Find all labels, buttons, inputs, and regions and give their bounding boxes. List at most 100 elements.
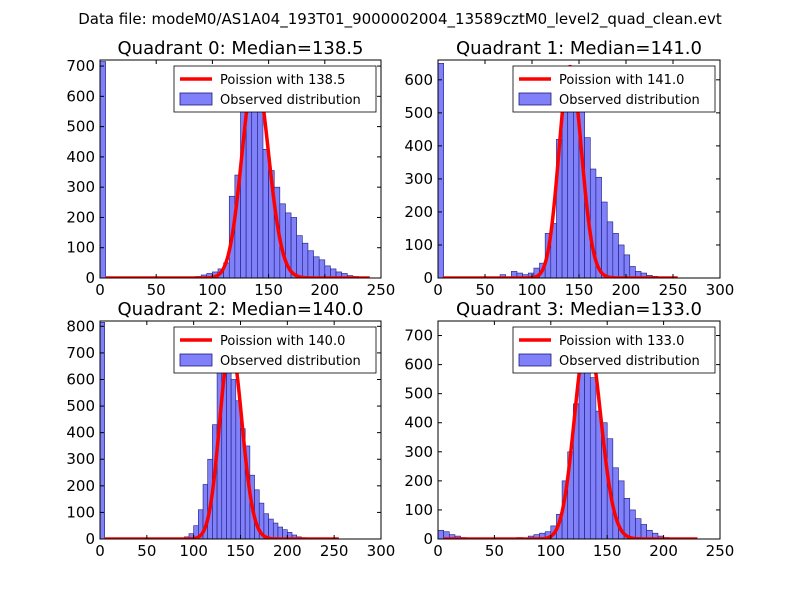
x-tick-label: 100	[518, 281, 547, 299]
histogram-bar	[251, 96, 258, 278]
x-tick-label: 250	[367, 281, 396, 299]
legend-line-label: Poission with 140.0	[220, 334, 345, 349]
histogram-bar	[296, 235, 303, 278]
histogram-bar	[100, 61, 106, 278]
histogram-bar	[313, 256, 320, 278]
x-tick-label: 150	[226, 542, 255, 560]
y-tick-label: 500	[404, 385, 433, 403]
y-tick-label: 400	[66, 148, 95, 166]
histogram-bar	[302, 242, 309, 278]
y-tick-label: 700	[66, 57, 95, 75]
x-tick-label: 250	[659, 281, 688, 299]
x-tick-label: 200	[273, 542, 302, 560]
chart-panel-2: 0 50 100 150 200 250 300 0 100 200 300 400 500 600 700…	[66, 299, 395, 560]
y-tick-label: 0	[423, 269, 433, 287]
histogram-bar	[629, 509, 636, 539]
legend-line-label: Poission with 141.0	[559, 73, 684, 88]
y-tick-label: 700	[404, 327, 433, 345]
x-tick-label: 0	[433, 542, 443, 560]
y-tick-label: 600	[66, 370, 95, 388]
y-tick-label: 100	[66, 503, 95, 521]
legend-line-label: Poission with 138.5	[220, 73, 345, 88]
panel-title: Quadrant 3: Median=133.0	[456, 299, 702, 320]
axes-frame	[437, 320, 721, 540]
plot-area	[438, 333, 699, 539]
poisson-curve	[103, 343, 340, 539]
plot-area	[438, 63, 679, 278]
poisson-curve	[443, 333, 699, 539]
y-tick-label: 200	[404, 472, 433, 490]
legend: Poission with 140.0 Observed distribution	[173, 326, 377, 374]
histogram-bar	[318, 259, 326, 278]
y-tick-label: 200	[66, 208, 95, 226]
chart-panel-0: 0 50 100 150 200 250 0 100 200 300 400 500 600 700 Qua…	[66, 38, 395, 299]
y-tick-label: 500	[66, 397, 95, 415]
panel-title: Quadrant 1: Median=141.0	[456, 38, 702, 59]
histogram-bar	[618, 244, 625, 278]
chart-panel-1: 0 50 100 150 200 250 300 0 100 200 300 400 500 600 Qua…	[404, 38, 734, 299]
y-tick-label: 100	[404, 236, 433, 254]
chart-panel-3: 0 50 100 150 200 250 0 100 200 300 400 500 600 700 Qua…	[404, 299, 734, 560]
legend-bar-swatch	[518, 353, 552, 367]
y-tick-label: 0	[85, 530, 95, 548]
x-tick-label: 200	[612, 281, 641, 299]
legend-bar-label: Observed distribution	[220, 93, 361, 108]
x-tick-label: 150	[565, 281, 594, 299]
y-tick-label: 600	[404, 71, 433, 89]
legend-bar-swatch	[179, 353, 213, 367]
y-tick-label: 600	[404, 356, 433, 374]
histogram-bar	[307, 250, 314, 278]
y-tick-label: 400	[404, 414, 433, 432]
x-tick-label: 250	[320, 542, 349, 560]
y-tick-label: 400	[404, 137, 433, 155]
poisson-curve	[441, 64, 679, 278]
plot-area	[100, 61, 371, 278]
y-tick-label: 400	[66, 424, 95, 442]
legend: Poission with 133.0 Observed distribution	[512, 326, 716, 374]
x-tick-label: 300	[706, 281, 735, 299]
y-tick-label: 800	[66, 317, 95, 335]
x-tick-label: 0	[433, 281, 443, 299]
x-tick-label: 50	[475, 281, 494, 299]
x-tick-label: 200	[310, 281, 339, 299]
x-tick-label: 250	[706, 542, 735, 560]
poisson-curve	[104, 70, 371, 278]
figure-title: Data file: modeM0/AS1A04_193T01_90000020…	[78, 10, 722, 29]
histogram-bar	[438, 63, 444, 278]
legend-line-label: Poission with 133.0	[559, 334, 684, 349]
histogram-bar	[635, 518, 642, 539]
legend-bar-label: Observed distribution	[220, 354, 361, 369]
y-tick-label: 500	[404, 104, 433, 122]
y-tick-label: 300	[66, 178, 95, 196]
y-tick-label: 0	[423, 530, 433, 548]
panel-title: Quadrant 0: Median=138.5	[118, 38, 364, 59]
histogram-bar	[262, 149, 269, 278]
x-tick-label: 0	[95, 281, 105, 299]
panel-title: Quadrant 2: Median=140.0	[118, 299, 364, 320]
histogram-bar	[640, 524, 647, 539]
y-tick-label: 600	[66, 87, 95, 105]
legend-bar-label: Observed distribution	[559, 354, 700, 369]
histogram-bar	[226, 367, 232, 539]
x-tick-label: 50	[137, 542, 156, 560]
y-tick-label: 700	[66, 344, 95, 362]
histogram-bar	[100, 322, 105, 539]
plot-area	[100, 322, 340, 539]
histogram-bar	[438, 529, 444, 539]
legend-bar-swatch	[179, 92, 213, 106]
y-tick-label: 300	[404, 170, 433, 188]
legend: Poission with 138.5 Observed distribution	[173, 65, 377, 113]
x-tick-label: 50	[485, 542, 504, 560]
histogram-bar	[324, 265, 331, 278]
x-tick-label: 100	[536, 542, 565, 560]
histogram-bar	[277, 526, 283, 539]
x-tick-label: 200	[649, 542, 678, 560]
y-tick-label: 100	[66, 239, 95, 257]
x-tick-label: 150	[593, 542, 622, 560]
legend: Poission with 141.0 Observed distribution	[512, 65, 716, 113]
histogram-bar	[623, 254, 631, 278]
histogram-bar	[230, 379, 237, 539]
x-tick-label: 150	[254, 281, 283, 299]
legend-bar-label: Observed distribution	[559, 93, 700, 108]
